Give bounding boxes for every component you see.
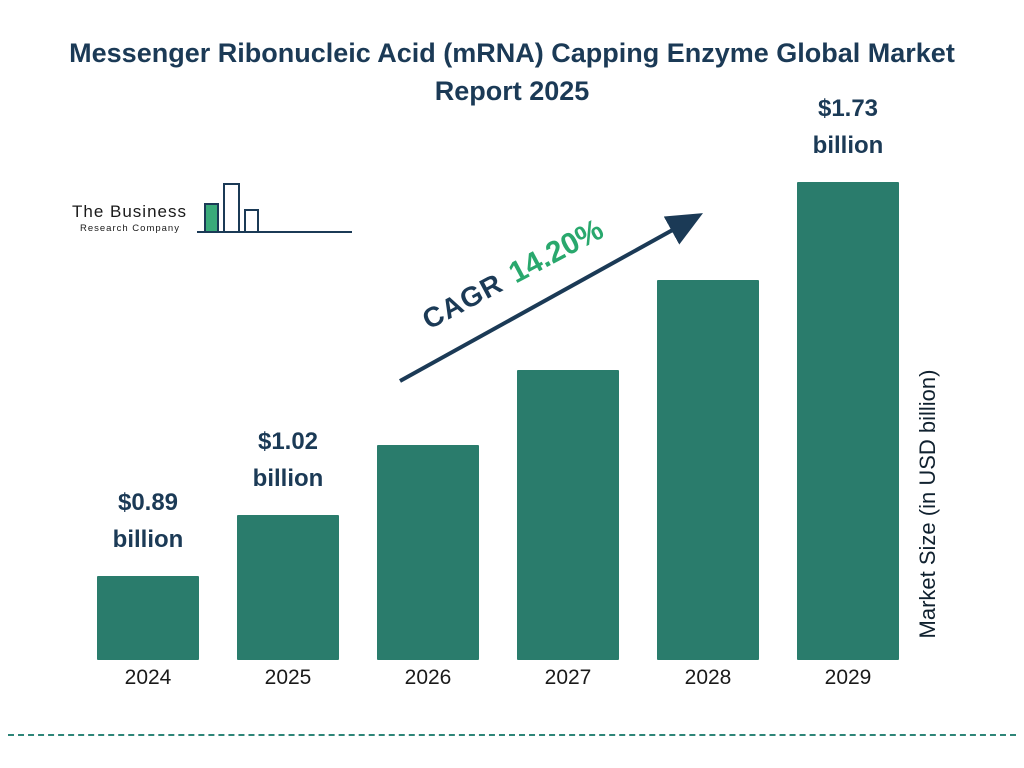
bar-chart-logo-icon <box>197 178 357 247</box>
y-axis-label: Market Size (in USD billion) <box>915 369 940 639</box>
x-tick-label-2024: 2024 <box>124 666 172 689</box>
bottom-dashed-divider <box>8 734 1016 736</box>
x-tick-label-2026: 2026 <box>404 666 452 689</box>
company-logo-line2: Research Company <box>80 223 180 234</box>
value-label-2025: $1.02 billion <box>252 428 324 492</box>
company-logo-line1: The Business <box>72 202 187 221</box>
company-logo: The Business Research Company <box>72 183 352 252</box>
bar-2029 <box>797 182 899 660</box>
x-tick-label-2029: 2029 <box>824 666 872 689</box>
x-tick-label-2027: 2027 <box>544 666 592 689</box>
bar-2027 <box>517 370 619 660</box>
chart-title: Messenger Ribonucleic Acid (mRNA) Cappin… <box>69 38 955 106</box>
value-label-2029: $1.73 billion <box>812 95 884 159</box>
bar-2024 <box>97 576 199 660</box>
x-tick-label-2025: 2025 <box>264 666 312 689</box>
x-tick-label-2028: 2028 <box>684 666 732 689</box>
value-label-2024: $0.89 billion <box>112 489 184 553</box>
company-logo-text: The Business Research Company <box>72 202 187 234</box>
bar-2026 <box>377 445 479 660</box>
bar-2028 <box>657 280 759 660</box>
bar-2025 <box>237 515 339 660</box>
